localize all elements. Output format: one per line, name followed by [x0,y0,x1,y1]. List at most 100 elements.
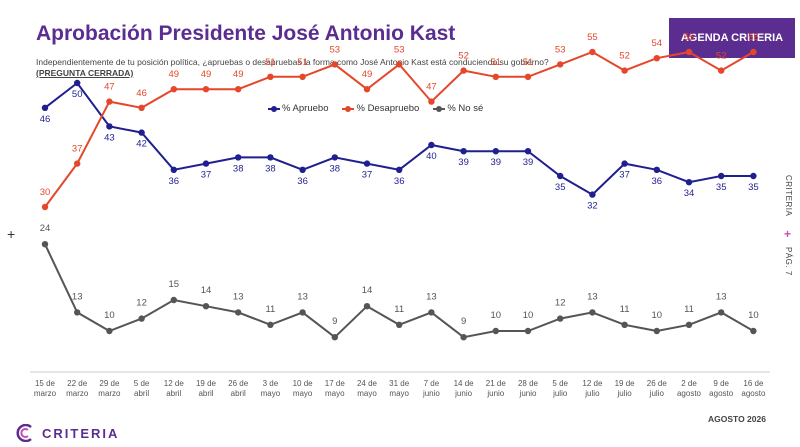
data-point-desapruebo [589,48,596,56]
x-tick-label: 21 de junio [486,379,507,398]
data-label-desapruebo: 53 [394,44,405,55]
data-label-apruebo: 40 [426,151,437,162]
data-point-nose [685,321,693,328]
data-point-nose [363,303,371,310]
criteria-logo-icon [16,424,32,442]
data-point-apruebo [718,172,725,180]
data-label-desapruebo: 52 [458,51,469,62]
side-label: CRITERIA + PÁG. 7 [784,175,796,295]
data-label-nose: 13 [587,291,598,302]
data-point-desapruebo [685,48,693,56]
data-label-apruebo: 39 [458,157,469,168]
data-point-desapruebo [202,86,210,93]
question-text: Independientemente de tu posición políti… [36,57,596,79]
data-point-nose [492,327,499,335]
data-label-nose: 10 [523,310,534,321]
data-label-nose: 10 [652,310,663,321]
data-point-apruebo [202,160,210,167]
data-point-apruebo [653,166,660,173]
data-label-apruebo: 36 [652,176,663,187]
data-point-nose [202,303,210,310]
data-point-desapruebo [396,61,403,68]
x-tick-label: 5 de julio [552,379,568,398]
data-label-nose: 11 [620,304,630,315]
data-label-nose: 12 [136,298,147,309]
data-point-desapruebo [331,61,338,68]
data-label-nose: 14 [362,285,373,296]
data-label-nose: 9 [332,316,337,327]
data-point-nose [750,327,757,335]
data-point-nose [589,309,596,316]
data-point-desapruebo [460,67,467,74]
data-point-apruebo [396,166,403,173]
data-point-apruebo [685,179,693,186]
data-point-nose [138,315,145,322]
data-label-desapruebo: 53 [330,44,341,55]
data-point-desapruebo [170,86,177,93]
data-label-desapruebo: 37 [72,144,83,155]
data-label-nose: 13 [297,291,308,302]
x-tick-label: 2 de agosto [677,379,702,398]
question-note: (PREGUNTA CERRADA) [36,68,134,78]
data-point-desapruebo [653,55,660,62]
data-label-nose: 15 [169,279,180,290]
data-point-apruebo [363,160,371,167]
data-label-desapruebo: 52 [619,51,630,62]
data-label-desapruebo: 49 [362,69,373,80]
data-label-nose: 13 [426,291,437,302]
data-point-desapruebo [492,73,499,81]
data-label-apruebo: 32 [587,201,598,212]
data-label-apruebo: 38 [233,163,244,174]
data-point-apruebo [106,123,113,130]
data-label-desapruebo: 54 [652,38,663,49]
data-point-nose [396,321,403,328]
data-label-nose: 12 [555,298,566,309]
data-point-apruebo [170,166,177,173]
data-point-apruebo [492,148,499,155]
data-point-nose [299,309,306,316]
data-point-nose [106,327,113,335]
data-label-apruebo: 37 [362,170,373,181]
data-label-desapruebo: 51 [523,57,534,68]
data-label-desapruebo: 49 [201,69,212,80]
x-tick-label: 10 de mayo [293,379,314,398]
data-point-nose [621,321,628,328]
data-label-apruebo: 36 [394,176,405,187]
data-label-apruebo: 36 [169,176,180,187]
data-point-desapruebo [41,203,49,211]
data-label-desapruebo: 49 [233,69,244,80]
data-point-desapruebo [106,98,113,105]
data-label-apruebo: 46 [40,114,51,125]
plus-mark: + [7,226,16,242]
x-tick-label: 26 de abril [228,379,249,398]
data-label-apruebo: 38 [265,163,276,174]
chart-legend: % Apruebo % Desapruebo % No sé [268,103,483,114]
data-point-apruebo [235,154,242,161]
question-body: Independientemente de tu posición políti… [36,57,549,67]
data-label-nose: 11 [684,304,694,315]
data-point-apruebo [557,172,564,180]
data-point-nose [428,309,435,316]
data-label-nose: 13 [72,291,83,302]
data-point-desapruebo [363,86,371,93]
legend-swatch-nose [433,105,446,112]
data-label-apruebo: 37 [619,170,630,181]
data-point-desapruebo [299,73,306,81]
data-label-apruebo: 39 [491,157,502,168]
data-point-nose [41,241,49,248]
data-point-apruebo [41,104,49,112]
x-tick-label: 29 de marzo [98,379,121,398]
data-point-nose [557,315,564,322]
data-point-apruebo [138,129,145,136]
data-point-apruebo [524,148,532,155]
data-point-desapruebo [138,104,145,112]
data-point-apruebo [331,154,338,161]
x-tick-label: 3 de mayo [261,379,281,398]
data-label-apruebo: 35 [748,182,759,193]
data-point-nose [460,334,467,341]
data-point-desapruebo [267,73,274,81]
x-tick-label: 24 de mayo [357,379,378,398]
data-label-desapruebo: 47 [104,82,115,93]
data-label-desapruebo: 51 [491,57,502,68]
data-label-desapruebo: 49 [169,69,180,80]
